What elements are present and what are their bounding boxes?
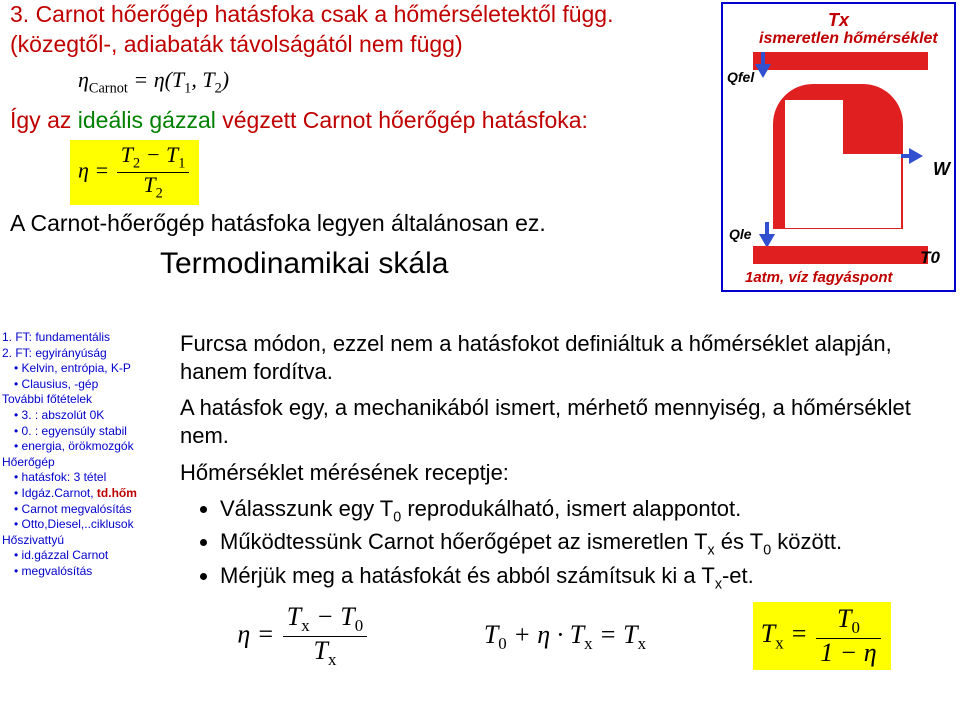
diagram-tx-label: Tx — [828, 10, 849, 31]
diagram-freezing-label: 1atm, víz fagyáspont — [745, 269, 893, 286]
diagram-unknown-temp-label: ismeretlen hőmérséklet — [759, 30, 938, 48]
section-title: Termodinamikai skála — [160, 247, 710, 281]
body-content: Furcsa módon, ezzel nem a hatásfokot def… — [180, 330, 950, 672]
equation-eta-tx: η = Tx − T0Tx — [229, 600, 377, 673]
body-li2: Működtessünk Carnot hőerőgépet az ismere… — [220, 528, 950, 560]
sb-l3: Kelvin, entrópia, K-P — [2, 361, 177, 377]
sb-l14: Hőszivattyú — [2, 533, 177, 549]
body-li3: Mérjük meg a hatásfokát és abból számíts… — [220, 562, 950, 594]
header-line-2: (közegtől-, adiabaták távolságától nem f… — [10, 30, 710, 60]
body-p1: Furcsa módon, ezzel nem a hatásfokot def… — [180, 330, 950, 386]
header-line-3: Így az ideális gázzal végzett Carnot hőe… — [10, 106, 710, 136]
sidebar-outline: 1. FT: fundamentális 2. FT: egyirányúság… — [2, 330, 177, 580]
body-p3: Hőmérséklet mérésének receptje: — [180, 459, 950, 487]
sb-l7: 0. : egyensúly stabil — [2, 424, 177, 440]
equation-tx-result: Tx = T01 − η — [753, 602, 891, 670]
body-p2: A hatásfok egy, a mechanikából ismert, m… — [180, 394, 950, 450]
sb-l1: 1. FT: fundamentális — [2, 330, 177, 346]
arrow-w-icon — [909, 148, 923, 164]
sb-l15: id.gázzal Carnot — [2, 548, 177, 564]
sb-l4: Clausius, -gép — [2, 377, 177, 393]
sb-l13: Otto,Diesel,..ciklusok — [2, 517, 177, 533]
header-line-1: 3. Carnot hőerőgép hatásfoka csak a hőmé… — [10, 0, 710, 30]
sb-l8: energia, örökmozgók — [2, 439, 177, 455]
sb-l16: megvalósítás — [2, 564, 177, 580]
diagram-t0-label: T0 — [920, 248, 940, 268]
diagram-hot-reservoir — [753, 52, 928, 70]
equation-efficiency: η = T2 − T1T2 — [70, 140, 199, 205]
sb-l10: hatásfok: 3 tétel — [2, 470, 177, 486]
diagram-qfel-label: Qfel — [727, 69, 754, 85]
sb-l6: 3. : abszolút 0K — [2, 408, 177, 424]
sb-l9: Hőerőgép — [2, 455, 177, 471]
sb-l11: Idgáz.Carnot, td.hőm — [2, 486, 177, 502]
carnot-diagram: Tx ismeretlen hőmérséklet Qfel W Qle T0 … — [721, 2, 956, 292]
diagram-w-label: W — [933, 159, 950, 180]
diagram-qle-label: Qle — [729, 226, 752, 242]
header-line-4: A Carnot-hőerőgép hatásfoka legyen által… — [10, 209, 710, 239]
equation-carnot-eta: ηCarnot = η(T1, T2) — [70, 64, 237, 100]
sb-l12: Carnot megvalósítás — [2, 502, 177, 518]
body-li1: Válasszunk egy T0 reprodukálható, ismert… — [220, 495, 950, 527]
sb-l2: 2. FT: egyirányúság — [2, 346, 177, 362]
arrow-qfel-icon — [755, 64, 771, 78]
sb-l5: További főtételek — [2, 392, 177, 408]
diagram-cold-reservoir — [753, 246, 928, 264]
equation-sum-tx: T0 + η · Tx = Tx — [476, 615, 654, 658]
